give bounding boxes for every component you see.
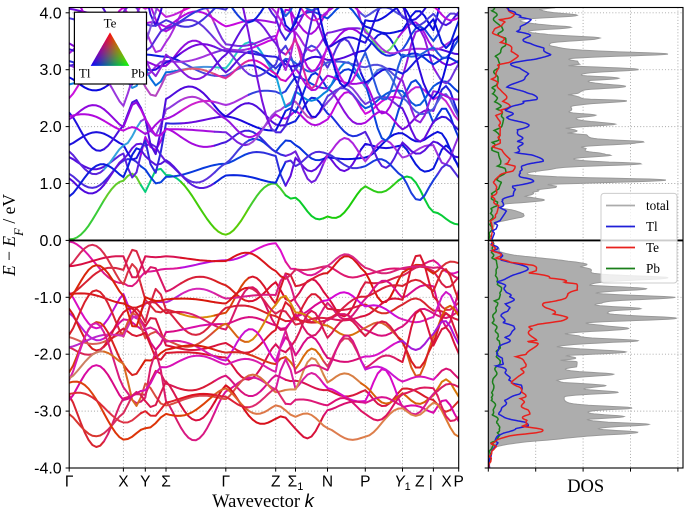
svg-text:Tl: Tl	[646, 219, 658, 234]
svg-text:3.0: 3.0	[39, 62, 61, 79]
svg-text:-3.0: -3.0	[34, 404, 62, 421]
svg-text:N: N	[322, 474, 333, 491]
svg-text:Γ: Γ	[65, 474, 74, 491]
svg-text:-4.0: -4.0	[34, 461, 62, 478]
svg-text:P: P	[454, 474, 464, 491]
svg-text:2.0: 2.0	[39, 119, 61, 136]
svg-text:Wavevector k: Wavevector k	[212, 490, 316, 512]
svg-text:Tl: Tl	[79, 66, 91, 81]
svg-text:1.0: 1.0	[39, 176, 61, 193]
svg-text:P: P	[360, 474, 370, 491]
svg-text:DOS: DOS	[567, 477, 604, 497]
svg-text:total: total	[646, 198, 670, 213]
svg-text:X: X	[118, 474, 129, 491]
svg-text:Γ: Γ	[222, 474, 231, 491]
svg-text:Z | X: Z | X	[415, 474, 452, 491]
svg-text:-2.0: -2.0	[34, 347, 62, 364]
svg-text:0.0: 0.0	[39, 233, 61, 250]
svg-text:Y: Y	[140, 474, 150, 491]
svg-text:Pb: Pb	[646, 261, 660, 276]
svg-text:Σ: Σ	[161, 474, 171, 491]
svg-text:Y1: Y1	[394, 474, 410, 494]
svg-text:-1.0: -1.0	[34, 290, 62, 307]
svg-text:Te: Te	[104, 16, 117, 31]
svg-text:Z: Z	[271, 474, 280, 491]
svg-text:Te: Te	[646, 240, 659, 255]
svg-text:4.0: 4.0	[39, 5, 61, 22]
svg-text:Pb: Pb	[131, 66, 145, 81]
